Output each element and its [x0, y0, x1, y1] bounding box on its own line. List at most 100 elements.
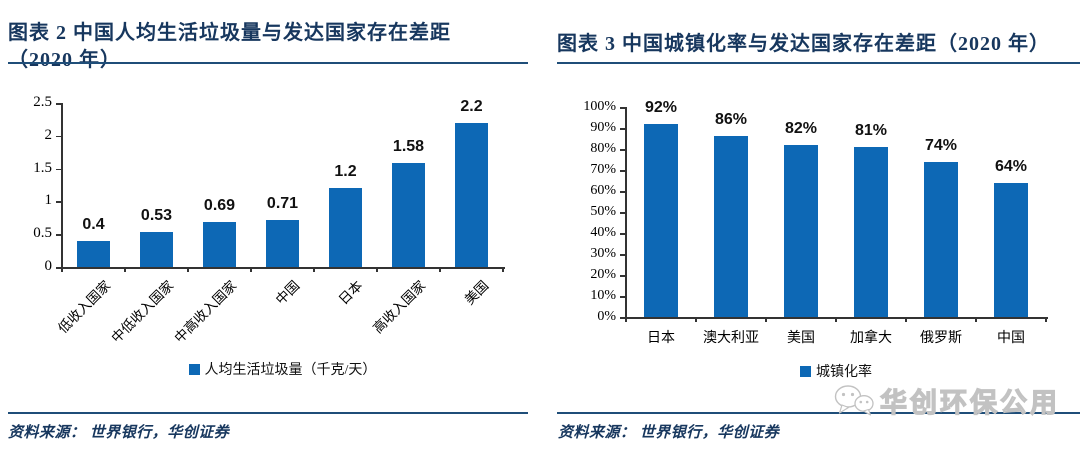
- x-axis-tick: [124, 267, 126, 272]
- y-axis-tick: [620, 107, 625, 109]
- bar: [329, 188, 362, 267]
- bar-value-label: 92%: [644, 98, 678, 116]
- x-axis-category-label: 俄罗斯: [920, 331, 962, 346]
- x-axis-tick: [765, 317, 767, 322]
- wechat-icon: [834, 384, 874, 418]
- bar: [266, 220, 299, 267]
- y-axis-tick-label: 0.5: [33, 225, 52, 242]
- figure-3-title: 图表 3 中国城镇化率与发达国家存在差距（2020 年）: [557, 31, 1050, 58]
- figure-3-legend: 城镇化率: [626, 361, 1046, 381]
- bar-value-label: 2.2: [460, 97, 483, 115]
- x-axis-tick: [313, 267, 315, 272]
- y-axis-tick-label: 60%: [590, 183, 616, 198]
- y-axis-tick-label: 0: [44, 258, 53, 274]
- bar: [994, 182, 1028, 317]
- legend-swatch: [188, 363, 200, 375]
- bar-value-label: 64%: [994, 157, 1028, 175]
- x-axis-tick: [695, 317, 697, 322]
- y-axis-tick-label: 2: [44, 126, 53, 143]
- x-axis-tick: [1045, 317, 1047, 322]
- legend-label: 人均生活垃圾量（千克/天）: [204, 363, 377, 378]
- legend-swatch: [800, 365, 811, 377]
- y-axis-tick: [620, 254, 625, 256]
- x-axis-category-label: 日本: [647, 331, 675, 346]
- y-axis-tick: [620, 128, 625, 130]
- bar-value-label: 0.53: [140, 207, 173, 225]
- figure-2-title: 图表 2 中国人均生活垃圾量与发达国家存在差距 （2020 年）: [8, 20, 451, 74]
- bar-value-label: 82%: [784, 119, 818, 137]
- y-axis-tick-label: 80%: [590, 141, 616, 156]
- x-axis-category-label: 美国: [787, 331, 815, 346]
- figure-3-title-line1: 图表 3 中国城镇化率与发达国家存在差距（2020 年）: [557, 32, 1050, 55]
- bar: [784, 144, 818, 317]
- x-axis-tick: [439, 267, 441, 272]
- bar: [392, 163, 425, 267]
- x-axis-tick: [376, 267, 378, 272]
- x-axis-tick: [250, 267, 252, 272]
- figure-3-top-rule: [557, 62, 1080, 64]
- y-axis-tick-label: 1: [44, 192, 53, 209]
- figure-3-bottom-rule: [557, 412, 1080, 414]
- per-capita-waste-bar-chart: 2.5 2 1.5 1 0.5 0 0.4 低收入国家 0.53 中低收入国家 0.69 中高收入国家…: [33, 94, 505, 346]
- bar-value-label: 0.71: [266, 195, 299, 213]
- figure-2-title-line1: 图表 2 中国人均生活垃圾量与发达国家存在差距: [8, 21, 451, 44]
- y-axis-line: [625, 107, 627, 319]
- bar-value-label: 1.2: [334, 163, 357, 181]
- x-axis-tick: [975, 317, 977, 322]
- bar: [203, 221, 236, 267]
- figure-3-source: 资料来源： 世界银行，华创证券: [558, 425, 780, 441]
- y-axis-tick-label: 70%: [590, 162, 616, 177]
- y-axis-tick: [56, 135, 61, 138]
- y-axis-tick: [620, 170, 625, 172]
- bar: [455, 122, 488, 267]
- x-axis-line: [61, 267, 505, 269]
- y-axis-tick-label: 2.5: [33, 94, 52, 110]
- watermark-text: 华创环保公用: [879, 387, 1060, 418]
- y-axis-tick: [620, 296, 625, 298]
- x-axis-tick: [61, 267, 63, 272]
- bar-value-label: 1.58: [392, 138, 425, 156]
- y-axis-tick-label: 0%: [597, 309, 616, 324]
- bar: [854, 146, 888, 317]
- bar: [140, 232, 173, 267]
- bar-value-label: 74%: [924, 136, 958, 154]
- x-axis-category-label: 澳大利亚: [703, 331, 759, 346]
- y-axis-tick-label: 40%: [590, 225, 616, 240]
- bar-value-label: 0.69: [203, 196, 236, 214]
- bar: [714, 136, 748, 317]
- y-axis-tick: [620, 233, 625, 235]
- y-axis-line: [61, 103, 63, 269]
- figure-2-bottom-rule: [8, 412, 528, 414]
- y-axis-tick-label: 10%: [590, 288, 616, 303]
- x-axis-tick: [187, 267, 189, 272]
- y-axis-tick-label: 1.5: [33, 159, 52, 176]
- bar-value-label: 86%: [714, 111, 748, 129]
- x-axis-category-label: 加拿大: [850, 331, 892, 346]
- figure-2-legend: 人均生活垃圾量（千克/天）: [62, 359, 503, 379]
- y-axis-tick: [56, 168, 61, 171]
- y-axis-tick-label: 30%: [590, 246, 616, 261]
- bar-value-label: 0.4: [82, 215, 105, 233]
- x-axis-tick: [835, 317, 837, 322]
- y-axis-tick-label: 100%: [583, 99, 616, 114]
- y-axis-tick-label: 50%: [590, 204, 616, 219]
- figure-2-title-line2: （2020 年）: [8, 48, 121, 71]
- x-axis-tick: [625, 317, 627, 322]
- figure-2-panel: 图表 2 中国人均生活垃圾量与发达国家存在差距 （2020 年） 2.5 2 1.5…: [8, 20, 528, 441]
- y-axis-tick: [620, 317, 625, 319]
- y-axis-tick: [620, 212, 625, 214]
- y-axis-tick: [620, 149, 625, 151]
- watermark: 华创环保公用: [834, 381, 1060, 420]
- y-axis-tick: [56, 201, 61, 203]
- bar: [644, 123, 678, 317]
- urbanization-rate-bar-chart: 100% 90% 80% 70% 60% 50% 40% 30% 20% 10% 0% 92% 日本 86…: [540, 0, 1080, 452]
- y-axis-tick-label: 20%: [590, 267, 616, 282]
- y-axis-tick: [56, 234, 61, 236]
- figure-2-source: 资料来源： 世界银行，华创证券: [8, 425, 230, 441]
- figure-2-top-rule: [8, 62, 528, 64]
- legend-label: 城镇化率: [816, 365, 872, 380]
- y-axis-tick: [620, 275, 625, 277]
- bar: [924, 161, 958, 317]
- y-axis-tick: [56, 267, 61, 269]
